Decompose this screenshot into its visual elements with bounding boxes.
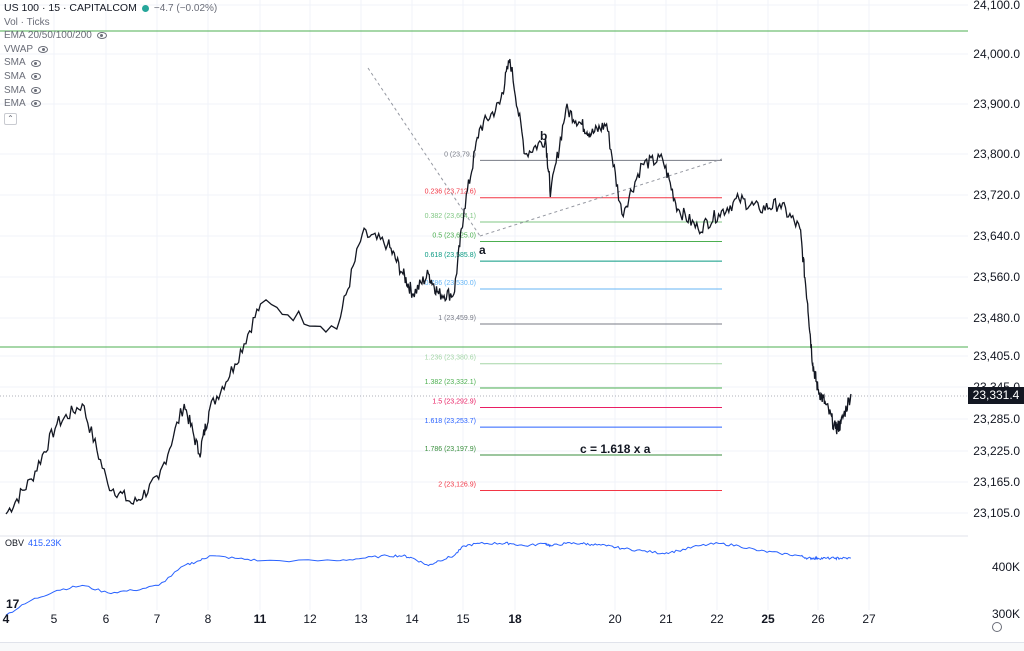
obv-tick: 400K xyxy=(991,560,1020,574)
time-tick: 21 xyxy=(659,612,673,626)
time-axis[interactable]: 4 5 6 7 8 11 12 13 14 15 18 20 21 22 25 … xyxy=(0,612,968,642)
indicator-row[interactable]: SMA xyxy=(4,56,217,70)
obv-legend[interactable]: OBV 415.23K xyxy=(5,538,62,548)
fib-level-label: 1.5 (23,292.9) xyxy=(432,399,476,406)
indicator-label[interactable]: Vol · Ticks xyxy=(4,16,50,28)
indicator-row[interactable]: Vol · Ticks xyxy=(4,16,217,30)
eye-icon[interactable] xyxy=(38,46,49,54)
price-tick: 23,225.0 xyxy=(973,444,1020,458)
fib-level-label: 0 (23,79..) xyxy=(444,151,476,158)
wave-c-label: c = 1.618 x a xyxy=(580,442,651,456)
time-tick: 26 xyxy=(811,612,825,626)
fibonacci-extension: 0 (23,79..) 0.236 (23,712.6) 0.382 (23,664… xyxy=(425,151,722,492)
price-tick: 23,285.0 xyxy=(973,412,1020,426)
price-tick: 24,000.0 xyxy=(973,47,1020,61)
indicator-label[interactable]: EMA xyxy=(4,98,26,110)
indicator-row[interactable]: SMA xyxy=(4,70,217,84)
collapse-legend-button[interactable]: ⌃ xyxy=(4,112,17,125)
symbol-title[interactable]: US 100 · 15 · CAPITALCOM xyxy=(4,2,137,14)
indicator-row[interactable]: SMA xyxy=(4,84,217,98)
time-tick: 4 xyxy=(2,612,10,626)
eye-icon[interactable] xyxy=(30,86,41,94)
time-tick: 22 xyxy=(710,612,724,626)
time-tick: 27 xyxy=(862,612,876,626)
price-chart[interactable]: 0 (23,79..) 0.236 (23,712.6) 0.382 (23,664… xyxy=(0,0,968,640)
time-tick: 12 xyxy=(303,612,317,626)
fib-level-label: 1 (23,459.9) xyxy=(438,315,476,322)
trend-line-a[interactable] xyxy=(367,67,481,237)
fib-level-label: 1.382 (23,332.1) xyxy=(425,379,476,386)
fib-level-label: 1.786 (23,197.9) xyxy=(425,446,476,453)
price-tick: 23,165.0 xyxy=(973,475,1020,489)
trend-line-b[interactable] xyxy=(479,158,723,237)
current-price-badge: 23,331.4 xyxy=(968,387,1024,404)
obv-tick: 300K xyxy=(991,607,1020,621)
fib-level-label: 2 (23,126.9) xyxy=(438,482,476,489)
indicator-label[interactable]: SMA xyxy=(4,70,26,82)
fib-level-label: 0.382 (23,664.1) xyxy=(425,213,476,220)
indicator-row[interactable]: EMA 20/50/100/200 xyxy=(4,29,217,43)
time-tick: 11 xyxy=(253,612,267,626)
fib-level-label: 0.5 (23,625.0) xyxy=(432,233,476,240)
indicator-label[interactable]: EMA 20/50/100/200 xyxy=(4,30,92,42)
time-tick: 18 xyxy=(508,612,522,626)
eye-icon[interactable] xyxy=(30,73,41,81)
wave-a-label: a xyxy=(479,243,486,257)
price-tick: 23,800.0 xyxy=(973,147,1020,161)
price-change: −4.7 (−0.02%) xyxy=(153,3,218,14)
price-tick: 23,480.0 xyxy=(973,311,1020,325)
obv-series xyxy=(5,541,852,616)
price-tick: 23,105.0 xyxy=(973,506,1020,520)
market-status-icon xyxy=(141,5,149,13)
price-tick: 23,560.0 xyxy=(973,270,1020,284)
price-tick: 24,100.0 xyxy=(973,0,1020,12)
eye-icon[interactable] xyxy=(30,59,41,67)
price-tick: 23,720.0 xyxy=(973,188,1020,202)
chart-legend: US 100 · 15 · CAPITALCOM −4.7 (−0.02%) V… xyxy=(4,2,217,125)
time-tick: 25 xyxy=(761,612,775,626)
tradingview-logo[interactable]: 17 xyxy=(6,597,20,611)
fib-level-label: 0.618 (23,585.8) xyxy=(425,252,476,259)
fib-level-label: 1.236 (23,380.6) xyxy=(425,355,476,362)
settings-icon[interactable] xyxy=(992,622,1002,632)
time-tick: 13 xyxy=(354,612,368,626)
indicator-row[interactable]: VWAP xyxy=(4,43,217,57)
symbol-row[interactable]: US 100 · 15 · CAPITALCOM −4.7 (−0.02%) xyxy=(4,2,217,16)
fib-level-label: 0.236 (23,712.6) xyxy=(425,189,476,196)
indicator-label[interactable]: VWAP xyxy=(4,43,34,55)
time-tick: 6 xyxy=(102,612,110,626)
eye-icon[interactable] xyxy=(96,32,107,40)
time-tick: 14 xyxy=(405,612,419,626)
indicator-row[interactable]: EMA xyxy=(4,97,217,111)
time-tick: 5 xyxy=(50,612,58,626)
time-tick: 7 xyxy=(153,612,161,626)
fib-level-label: 0.786 (23,530.0) xyxy=(425,280,476,287)
time-tick: 20 xyxy=(608,612,622,626)
indicator-label[interactable]: SMA xyxy=(4,57,26,69)
price-axis[interactable]: 24,100.0 24,000.0 23,900.0 23,800.0 23,7… xyxy=(968,0,1024,621)
fib-level-label: 1.618 (23,253.7) xyxy=(425,418,476,425)
bottom-toolbar[interactable] xyxy=(0,642,1024,651)
chart-grid xyxy=(0,0,968,610)
wave-b-label: b xyxy=(540,129,547,143)
price-series xyxy=(5,58,852,515)
price-tick: 23,900.0 xyxy=(973,97,1020,111)
eye-icon[interactable] xyxy=(30,100,41,108)
obv-title: OBV xyxy=(5,538,25,548)
price-tick: 23,640.0 xyxy=(973,229,1020,243)
time-tick: 15 xyxy=(456,612,470,626)
price-tick: 23,405.0 xyxy=(973,349,1020,363)
time-tick: 8 xyxy=(204,612,212,626)
obv-value: 415.23K xyxy=(28,538,62,548)
indicator-label[interactable]: SMA xyxy=(4,84,26,96)
